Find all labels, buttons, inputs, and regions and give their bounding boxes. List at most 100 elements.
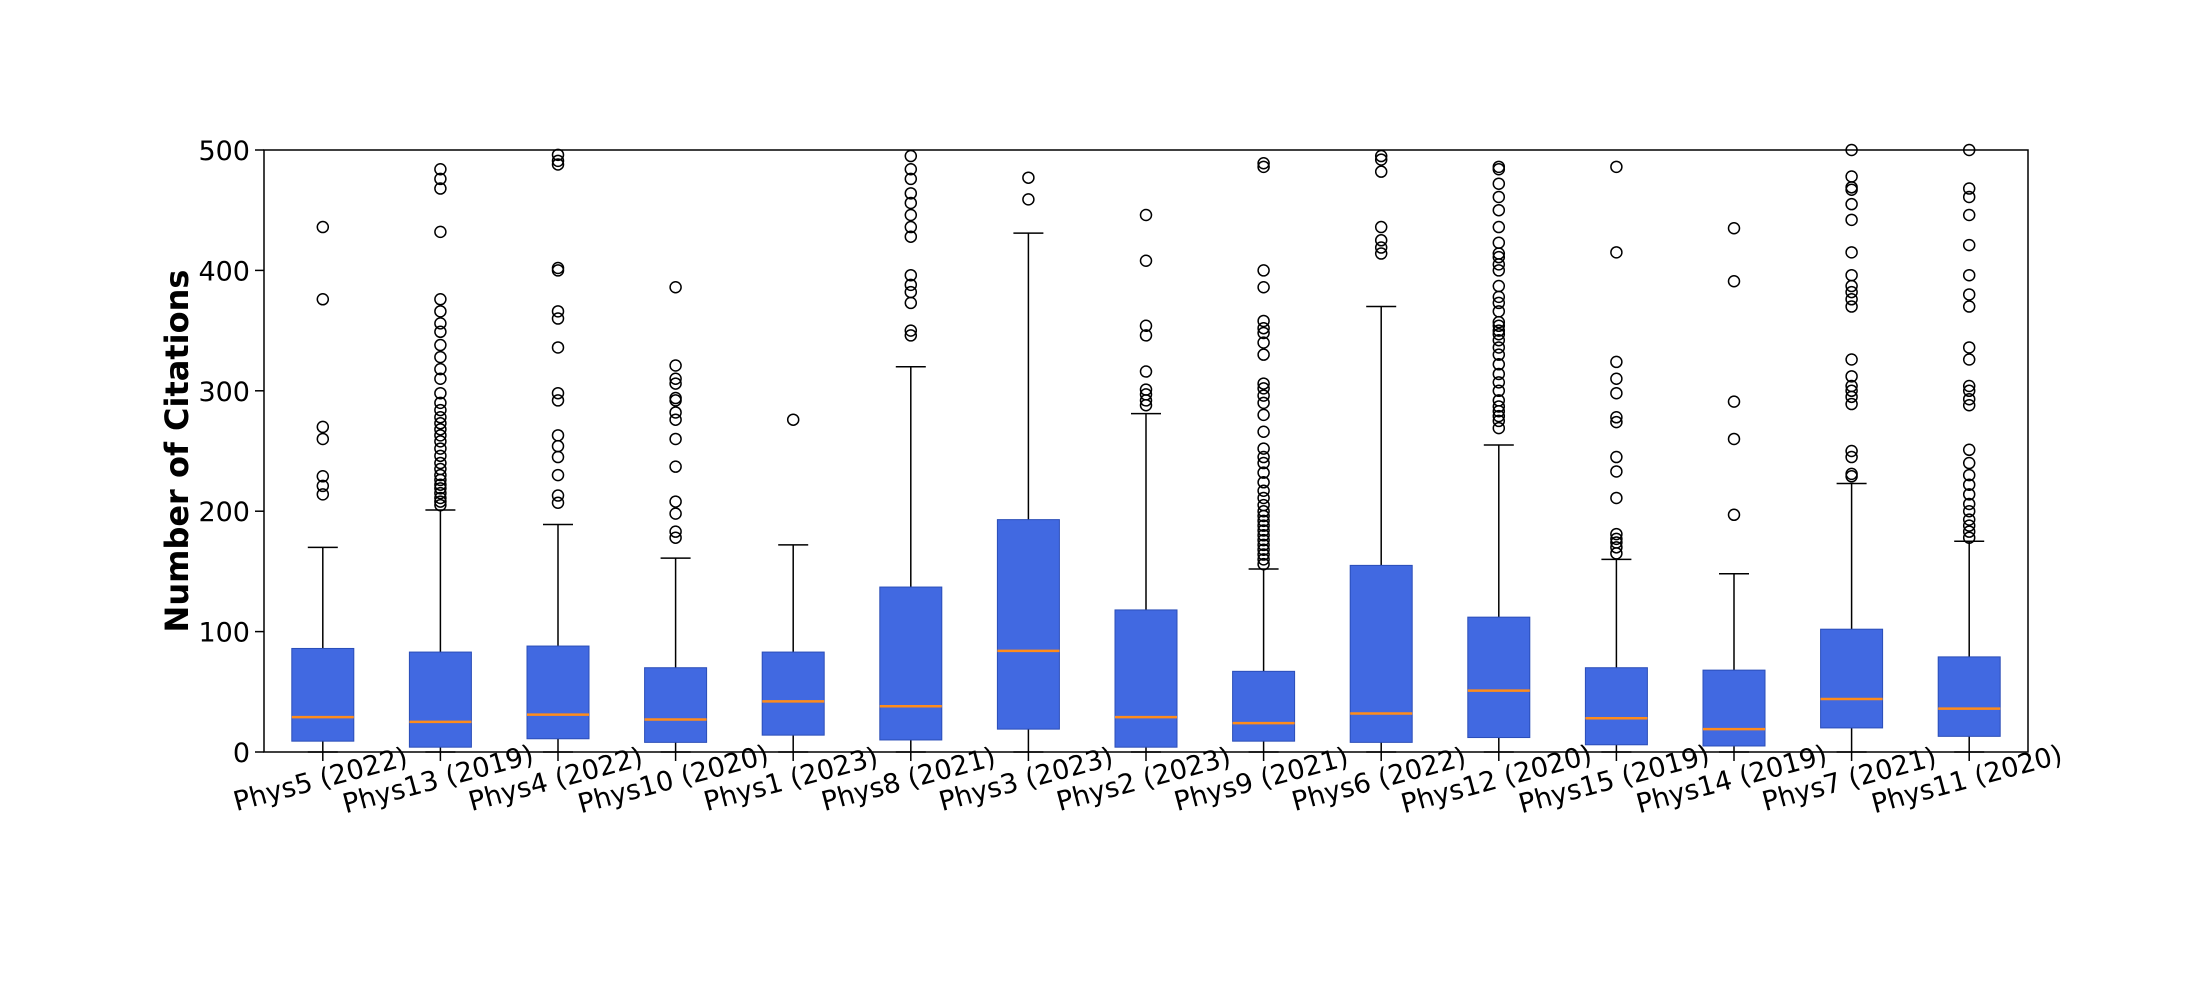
outlier-point: [434, 482, 447, 495]
outlier-point: [1492, 348, 1506, 361]
outlier-point: [1610, 160, 1623, 174]
outlier-point: [434, 172, 447, 186]
outlier-point: [1257, 491, 1270, 505]
outlier-point: [1610, 372, 1623, 386]
outlier-point: [434, 317, 447, 330]
outlier-point: [1492, 358, 1506, 371]
outlier-point: [1257, 264, 1270, 277]
outlier-point: [1374, 165, 1388, 178]
outlier-point: [904, 278, 918, 292]
outlier-point: [1962, 379, 1976, 393]
outlier-point: [1374, 241, 1388, 254]
outlier-point: [1962, 300, 1976, 313]
outlier-point: [316, 470, 330, 483]
outlier-point: [1257, 543, 1270, 556]
outlier-point: [434, 362, 447, 376]
outlier-point: [434, 468, 447, 482]
outlier-point: [1257, 514, 1270, 528]
outlier-point: [434, 449, 447, 463]
outlier-point: [1139, 329, 1153, 342]
outlier-point: [434, 325, 447, 339]
box: [644, 667, 708, 743]
outlier-point: [434, 486, 447, 500]
outlier-point: [551, 496, 565, 510]
outlier-point: [434, 417, 447, 430]
box-group: [1467, 160, 1531, 753]
outlier-point: [1492, 264, 1506, 277]
outlier-point: [434, 163, 447, 176]
outlier-point: [1257, 160, 1270, 174]
outlier-point: [669, 359, 682, 372]
y-axis: 0 100 200 300 400 500: [198, 136, 264, 769]
outlier-point: [1845, 370, 1858, 383]
outlier-point: [551, 439, 565, 453]
outlier-point: [669, 406, 682, 419]
outlier-point: [434, 338, 447, 352]
outlier-point: [1610, 536, 1623, 549]
y-tick-label: 100: [198, 618, 250, 649]
outlier-point: [1845, 183, 1858, 196]
outlier-point: [1492, 236, 1506, 249]
outlier-point: [904, 285, 918, 299]
outlier-point: [1845, 467, 1858, 481]
plot-area: [291, 143, 2001, 753]
outlier-point: [316, 479, 330, 493]
outlier-point: [1257, 408, 1270, 422]
outlier-point: [1962, 384, 1976, 398]
outlier-point: [904, 149, 918, 163]
outlier-point: [551, 154, 565, 168]
outlier-point: [434, 225, 447, 239]
outlier-point: [669, 460, 682, 473]
outlier-point: [434, 456, 447, 470]
outlier-point: [1610, 246, 1623, 259]
outlier-point: [669, 495, 682, 508]
outlier-point: [1374, 234, 1388, 247]
outlier-point: [904, 324, 918, 337]
outlier-point: [1962, 525, 1976, 538]
outlier-point: [1845, 450, 1858, 464]
outlier-point: [1492, 160, 1506, 174]
outlier-point: [1257, 281, 1270, 294]
outlier-point: [904, 220, 918, 234]
box: [526, 645, 590, 740]
outlier-point: [1727, 508, 1741, 522]
outlier-point: [1492, 333, 1506, 347]
outlier-point: [1139, 208, 1153, 222]
outlier-point: [669, 391, 682, 405]
outlier-point: [1610, 415, 1623, 429]
outlier-point: [1727, 432, 1741, 446]
outlier-point: [1257, 326, 1270, 340]
outlier-point: [434, 182, 447, 195]
outlier-point: [1845, 379, 1858, 393]
outlier-point: [1962, 513, 1976, 526]
outlier-point: [1022, 171, 1035, 184]
outlier-point: [1610, 541, 1623, 554]
outlier-point: [1257, 321, 1270, 335]
outlier-point: [1257, 529, 1270, 542]
outlier-point: [434, 350, 447, 364]
outlier-point: [1845, 197, 1858, 211]
outlier-point: [1845, 285, 1858, 299]
outlier-point: [669, 281, 682, 294]
outlier-point: [1492, 163, 1506, 176]
box: [1349, 564, 1413, 743]
outlier-point: [434, 386, 447, 400]
outlier-point: [1492, 394, 1506, 407]
y-tick-label: 400: [198, 256, 250, 287]
outlier-point: [1257, 389, 1270, 402]
outlier-point: [1727, 274, 1741, 288]
box-group: [526, 148, 590, 753]
box-group: [1702, 222, 1766, 753]
outlier-point: [316, 488, 330, 501]
y-tick-label: 300: [198, 377, 250, 408]
outlier-point: [1257, 538, 1270, 552]
outlier-point: [434, 462, 447, 476]
outlier-point: [1610, 491, 1623, 505]
outlier-point: [434, 478, 447, 491]
outlier-point: [551, 386, 565, 400]
outlier-point: [1139, 319, 1153, 333]
outlier-point: [1845, 293, 1858, 306]
outlier-point: [1257, 336, 1270, 349]
outlier-point: [1962, 268, 1976, 282]
